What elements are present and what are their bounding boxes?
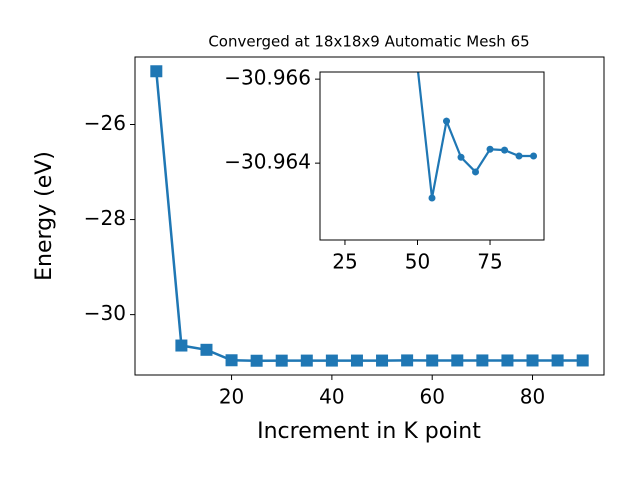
marker	[275, 354, 288, 367]
marker	[530, 152, 538, 160]
marker	[451, 354, 464, 367]
marker	[472, 168, 480, 176]
axes-frame	[319, 71, 545, 241]
marker	[350, 354, 363, 367]
x-tick-label: 20	[219, 385, 244, 409]
y-axis-label: Energy (eV)	[32, 151, 57, 281]
plot-clip	[150, 65, 589, 367]
marker	[428, 194, 436, 202]
marker	[250, 354, 263, 367]
marker	[225, 354, 238, 367]
marker	[401, 354, 414, 367]
x-tick-label: 80	[520, 385, 545, 409]
marker	[501, 354, 514, 367]
marker	[426, 354, 439, 367]
marker	[150, 65, 163, 78]
y-tick-label: −30.964	[224, 150, 311, 174]
marker	[486, 145, 494, 153]
x-axis-label: Increment in K point	[257, 419, 481, 444]
plot-area	[320, 72, 544, 240]
x-tick-label: 60	[419, 385, 444, 409]
marker	[325, 354, 338, 367]
marker	[576, 354, 589, 367]
marker	[515, 152, 523, 160]
chart-title: Converged at 18x18x9 Automatic Mesh 65	[208, 33, 529, 51]
marker	[200, 343, 213, 356]
marker	[457, 153, 465, 161]
axes-frame	[134, 56, 605, 376]
y-tick-label: −30	[84, 301, 126, 325]
y-tick-label: −26	[84, 111, 126, 135]
marker	[526, 354, 539, 367]
x-tick-label: 75	[477, 250, 502, 274]
plot-clip	[416, 72, 538, 202]
y-tick-label: −28	[84, 206, 126, 230]
marker	[300, 354, 313, 367]
marker	[476, 354, 489, 367]
marker	[175, 339, 188, 352]
x-tick-label: 40	[319, 385, 344, 409]
marker	[501, 146, 509, 154]
marker	[376, 354, 389, 367]
x-tick-label: 50	[405, 250, 430, 274]
x-tick-label: 25	[332, 250, 357, 274]
y-tick-label: −30.966	[224, 66, 311, 90]
marker	[443, 117, 451, 125]
marker	[551, 354, 564, 367]
